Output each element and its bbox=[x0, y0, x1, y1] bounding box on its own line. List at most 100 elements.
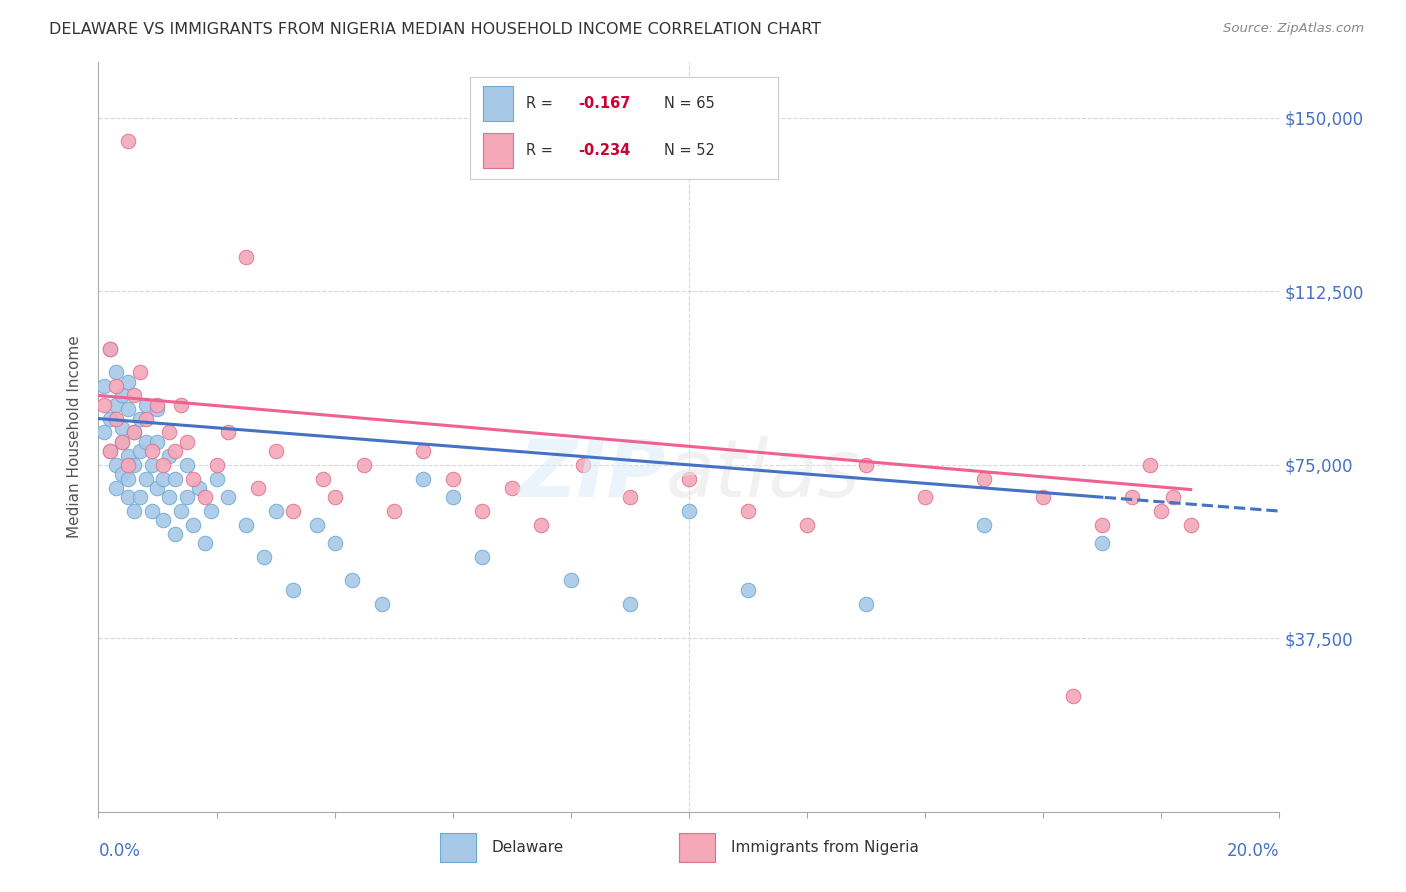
Point bbox=[246, 481, 269, 495]
Point bbox=[170, 504, 193, 518]
Point bbox=[501, 481, 523, 495]
Point bbox=[560, 574, 582, 588]
Point bbox=[122, 425, 145, 440]
Point bbox=[323, 490, 346, 504]
Point bbox=[117, 490, 139, 504]
Point bbox=[264, 444, 287, 458]
Point bbox=[93, 379, 115, 393]
Point bbox=[128, 411, 150, 425]
Point bbox=[205, 472, 228, 486]
Point bbox=[165, 527, 187, 541]
Point bbox=[111, 434, 134, 449]
Point bbox=[619, 597, 641, 611]
Point bbox=[371, 597, 394, 611]
Point bbox=[117, 134, 139, 148]
Point bbox=[471, 504, 494, 518]
Point bbox=[187, 481, 209, 495]
Point bbox=[98, 342, 121, 356]
Point bbox=[176, 458, 198, 472]
Text: atlas: atlas bbox=[665, 435, 860, 514]
Point bbox=[342, 574, 364, 588]
Point bbox=[914, 490, 936, 504]
Point bbox=[235, 518, 257, 533]
Point bbox=[135, 411, 157, 425]
Point bbox=[571, 458, 593, 472]
Point bbox=[181, 518, 204, 533]
Text: 20.0%: 20.0% bbox=[1227, 842, 1279, 860]
Point bbox=[170, 398, 193, 412]
Point bbox=[441, 490, 464, 504]
Point bbox=[122, 425, 145, 440]
Point bbox=[194, 536, 217, 550]
Point bbox=[111, 421, 134, 435]
Text: DELAWARE VS IMMIGRANTS FROM NIGERIA MEDIAN HOUSEHOLD INCOME CORRELATION CHART: DELAWARE VS IMMIGRANTS FROM NIGERIA MEDI… bbox=[49, 22, 821, 37]
Point bbox=[471, 550, 494, 565]
Point bbox=[111, 388, 134, 402]
Point bbox=[412, 444, 434, 458]
Point bbox=[141, 504, 163, 518]
Point bbox=[135, 398, 157, 412]
Point bbox=[93, 398, 115, 412]
Point bbox=[737, 582, 759, 597]
Point bbox=[1139, 458, 1161, 472]
Point bbox=[146, 398, 169, 412]
Point bbox=[235, 250, 257, 264]
Point bbox=[796, 518, 818, 533]
Point bbox=[973, 472, 995, 486]
Point bbox=[146, 481, 169, 495]
Text: ZIP: ZIP bbox=[517, 435, 665, 514]
Point bbox=[105, 481, 128, 495]
Point bbox=[122, 458, 145, 472]
Point bbox=[1161, 490, 1184, 504]
Point bbox=[382, 504, 405, 518]
Point bbox=[312, 472, 335, 486]
Point bbox=[98, 444, 121, 458]
Point bbox=[1150, 504, 1173, 518]
Point bbox=[176, 434, 198, 449]
Point bbox=[678, 504, 700, 518]
Y-axis label: Median Household Income: Median Household Income bbox=[67, 335, 83, 539]
Point bbox=[135, 434, 157, 449]
Point bbox=[441, 472, 464, 486]
Point bbox=[1032, 490, 1054, 504]
Point bbox=[412, 472, 434, 486]
Point bbox=[855, 458, 877, 472]
Point bbox=[111, 467, 134, 481]
Point bbox=[122, 388, 145, 402]
Point bbox=[194, 490, 217, 504]
Point bbox=[128, 444, 150, 458]
Point bbox=[323, 536, 346, 550]
Point bbox=[128, 365, 150, 379]
Point bbox=[1180, 518, 1202, 533]
Point bbox=[737, 504, 759, 518]
Point bbox=[98, 342, 121, 356]
Point bbox=[111, 434, 134, 449]
Point bbox=[105, 365, 128, 379]
Point bbox=[105, 379, 128, 393]
Point bbox=[205, 458, 228, 472]
Point bbox=[181, 472, 204, 486]
Point bbox=[105, 411, 128, 425]
Point bbox=[530, 518, 553, 533]
Point bbox=[117, 375, 139, 389]
Point bbox=[1091, 518, 1114, 533]
Point bbox=[117, 449, 139, 463]
Text: Source: ZipAtlas.com: Source: ZipAtlas.com bbox=[1223, 22, 1364, 36]
Point bbox=[98, 411, 121, 425]
Point bbox=[200, 504, 222, 518]
Point bbox=[98, 444, 121, 458]
Point bbox=[1091, 536, 1114, 550]
Point bbox=[855, 597, 877, 611]
Point bbox=[1062, 689, 1084, 703]
Point bbox=[217, 425, 239, 440]
Point bbox=[152, 513, 174, 527]
Point bbox=[141, 444, 163, 458]
Text: 0.0%: 0.0% bbox=[98, 842, 141, 860]
Point bbox=[152, 458, 174, 472]
Point bbox=[117, 458, 139, 472]
Point bbox=[146, 402, 169, 417]
Point bbox=[135, 472, 157, 486]
Point bbox=[1121, 490, 1143, 504]
Point bbox=[146, 434, 169, 449]
Point bbox=[105, 458, 128, 472]
